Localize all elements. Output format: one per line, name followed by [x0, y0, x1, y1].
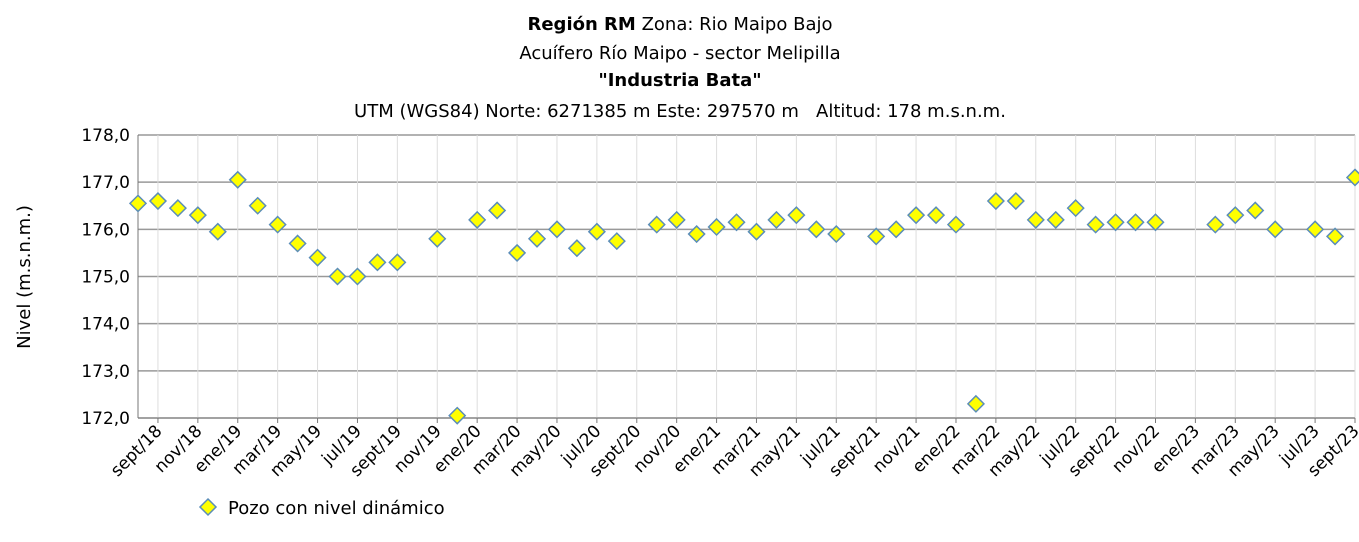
data-point [887, 220, 906, 239]
data-point [388, 253, 407, 272]
y-tick-label: 176,0 [81, 220, 130, 240]
x-tick-label: sept/18 [107, 421, 166, 480]
data-point [468, 210, 487, 229]
data-point [448, 406, 467, 425]
data-point [288, 234, 307, 253]
data-point [647, 215, 666, 234]
data-point [268, 215, 287, 234]
data-point [747, 222, 766, 241]
chart-title: Región RM Zona: Rio Maipo Bajo [527, 14, 832, 35]
location: UTM (WGS84) Norte: 6271385 m Este: 29757… [354, 101, 1006, 122]
data-point [1146, 213, 1165, 232]
data-point [248, 196, 267, 215]
data-point [727, 213, 746, 232]
data-point [527, 229, 547, 248]
data-point [1086, 215, 1105, 234]
data-point [508, 243, 527, 262]
data-point [1106, 213, 1125, 232]
data-point [428, 229, 447, 248]
data-point [1006, 191, 1025, 211]
data-point [308, 248, 327, 267]
data-point [687, 224, 706, 244]
data-point [1306, 220, 1325, 239]
data-point [587, 222, 606, 241]
data-point [488, 201, 507, 220]
y-tick-label: 173,0 [81, 362, 130, 382]
y-tick-label: 172,0 [81, 409, 130, 429]
data-point [607, 232, 626, 251]
data-point [148, 191, 168, 211]
data-point [767, 210, 786, 229]
title-rest: Zona: Rio Maipo Bajo [642, 14, 833, 35]
data-point [966, 394, 985, 413]
data-point [1126, 213, 1145, 232]
data-point [1266, 220, 1285, 239]
data-point [1246, 201, 1265, 220]
legend-label: Pozo con nivel dinámico [228, 498, 445, 519]
data-point [1345, 168, 1359, 187]
y-tick-label: 175,0 [81, 268, 130, 288]
data-point [567, 239, 586, 258]
data-point [1066, 199, 1085, 218]
data-point [1226, 206, 1245, 225]
y-axis-label: Nivel (m.s.n.m.) [14, 205, 35, 349]
y-tick-label: 178,0 [81, 126, 130, 146]
data-point [926, 206, 946, 225]
data-point [168, 199, 187, 218]
data-point [188, 206, 207, 225]
y-tick-label: 177,0 [81, 173, 130, 193]
data-point [667, 210, 686, 229]
y-tick-label: 174,0 [81, 315, 130, 335]
data-point [208, 222, 227, 241]
data-point [1325, 227, 1345, 246]
data-point [228, 170, 247, 189]
data-point [807, 220, 826, 239]
data-point [348, 267, 367, 286]
well-name: "Industria Bata" [598, 70, 761, 91]
data-point [1206, 215, 1225, 234]
data-point [1046, 210, 1065, 229]
data-point [867, 227, 886, 246]
subtitle: Acuífero Río Maipo - sector Melipilla [519, 43, 840, 64]
data-point [907, 206, 926, 225]
data-point [1026, 210, 1045, 229]
data-point [707, 217, 726, 237]
title-bold: Región RM [527, 14, 635, 35]
data-point [368, 253, 387, 272]
data-point [128, 194, 148, 213]
data-point [328, 267, 347, 286]
data-point [946, 215, 966, 234]
data-point [827, 224, 846, 244]
data-point [547, 220, 567, 239]
legend-marker [198, 497, 218, 517]
data-point [787, 206, 806, 225]
data-point [986, 191, 1005, 211]
